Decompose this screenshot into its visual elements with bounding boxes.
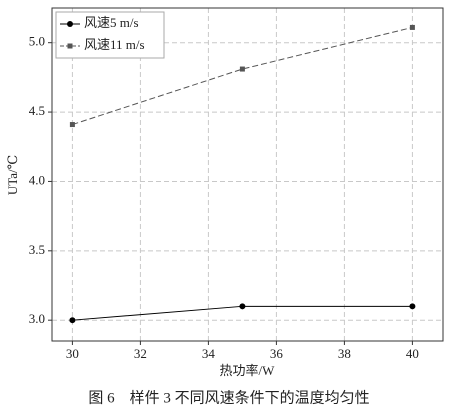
x-tick-label: 32 bbox=[134, 346, 147, 361]
y-tick-label: 3.5 bbox=[29, 242, 45, 257]
x-tick-label: 30 bbox=[66, 346, 79, 361]
legend-label: 风速5 m/s bbox=[84, 15, 139, 30]
x-tick-label: 38 bbox=[338, 346, 351, 361]
y-tick-label: 3.0 bbox=[29, 311, 45, 326]
legend-box bbox=[55, 11, 165, 59]
data-point bbox=[409, 24, 415, 30]
y-tick-label: 4.5 bbox=[29, 103, 45, 118]
y-axis-label: UTa/℃ bbox=[5, 155, 20, 195]
plot-frame bbox=[51, 7, 444, 342]
x-tick-label: 36 bbox=[270, 346, 284, 361]
legend-marker bbox=[67, 21, 73, 27]
x-axis-label: 热功率/W bbox=[220, 363, 276, 378]
legend-marker bbox=[67, 43, 73, 49]
data-point bbox=[409, 303, 416, 310]
data-point bbox=[239, 303, 246, 310]
y-tick-label: 5.0 bbox=[29, 34, 45, 49]
y-tick-label: 4.0 bbox=[29, 172, 45, 187]
x-tick-label: 34 bbox=[202, 346, 216, 361]
data-point bbox=[69, 317, 76, 324]
figure-caption: 图 6 样件 3 不同风速条件下的温度均匀性 bbox=[88, 389, 369, 406]
data-point bbox=[69, 122, 75, 128]
x-tick-label: 40 bbox=[406, 346, 419, 361]
data-point bbox=[239, 66, 245, 72]
legend-label: 风速11 m/s bbox=[84, 37, 145, 52]
series-line bbox=[72, 26, 413, 126]
